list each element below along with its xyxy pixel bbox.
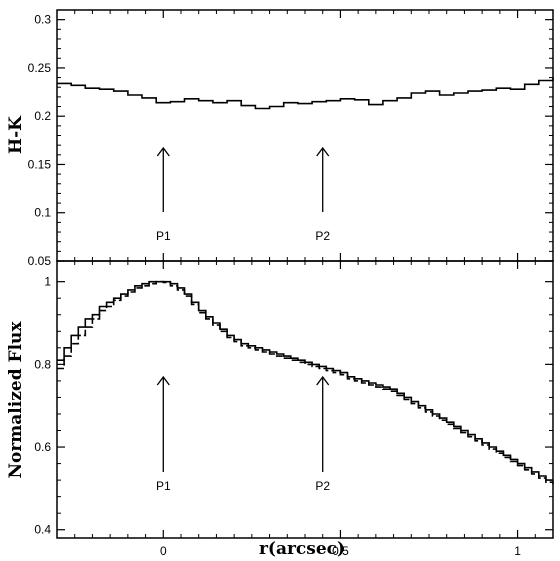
- hk-arrow-head: [316, 146, 330, 157]
- x-tick-label: 0.5: [332, 544, 349, 558]
- hk-tick-marks: [57, 10, 553, 262]
- hk-panel: 0.05 0.1 0.15 0.2 0.25 0.3 P1 P2 H-K: [6, 9, 554, 268]
- flux-panel: 0.40.60.81 0 0.5 1 P1 P2 Normalized Flux r(…: [6, 260, 554, 559]
- flux-annotations: P1 P2: [156, 375, 330, 493]
- hk-y-axis-label: H-K: [6, 115, 26, 154]
- flux-y-tick-label: 1: [44, 275, 51, 289]
- flux-y-tick-labels: 0.4 0.6 0.8 1: [34, 275, 51, 537]
- flux-y-tick-label: 0.4: [34, 523, 51, 537]
- hk-annotation-label: P2: [315, 229, 330, 243]
- flux-plot-frame: [56, 260, 554, 539]
- flux-series: [57, 280, 554, 485]
- flux-x-tick-labels: 0 0.5 1: [160, 544, 521, 558]
- hk-y-tick-label: 0.3: [34, 13, 51, 27]
- hk-y-tick-label: 0.05: [28, 254, 52, 268]
- flux-series-line-1: [57, 280, 554, 485]
- flux-tick-marks: [57, 261, 553, 538]
- flux-y-tick-label: 0.6: [34, 440, 51, 454]
- flux-arrow-head: [156, 375, 170, 386]
- flux-series-line-0: [57, 280, 553, 481]
- hk-y-tick-label: 0.25: [28, 61, 52, 75]
- x-axis-label: r(arcsec): [259, 539, 345, 559]
- hk-series-line-0: [57, 77, 554, 110]
- flux-annotation-label: P2: [315, 479, 330, 493]
- hk-series: [57, 77, 554, 110]
- hk-y-tick-labels: 0.05 0.1 0.15 0.2 0.25 0.3: [28, 13, 52, 268]
- x-tick-label: 1: [514, 544, 521, 558]
- flux-y-axis-label: Normalized Flux: [6, 321, 26, 479]
- flux-arrow-head: [316, 375, 330, 386]
- hk-y-tick-label: 0.2: [34, 109, 51, 123]
- hk-y-tick-label: 0.15: [28, 157, 52, 171]
- hk-annotations: P1 P2: [156, 146, 330, 243]
- flux-annotation-label: P1: [156, 479, 171, 493]
- x-tick-label: 0: [160, 544, 167, 558]
- hk-plot-frame: [56, 9, 554, 262]
- hk-y-tick-label: 0.1: [34, 206, 51, 220]
- hk-annotation-label: P1: [156, 229, 171, 243]
- hk-arrow-head: [156, 146, 170, 157]
- flux-y-tick-label: 0.8: [34, 357, 51, 371]
